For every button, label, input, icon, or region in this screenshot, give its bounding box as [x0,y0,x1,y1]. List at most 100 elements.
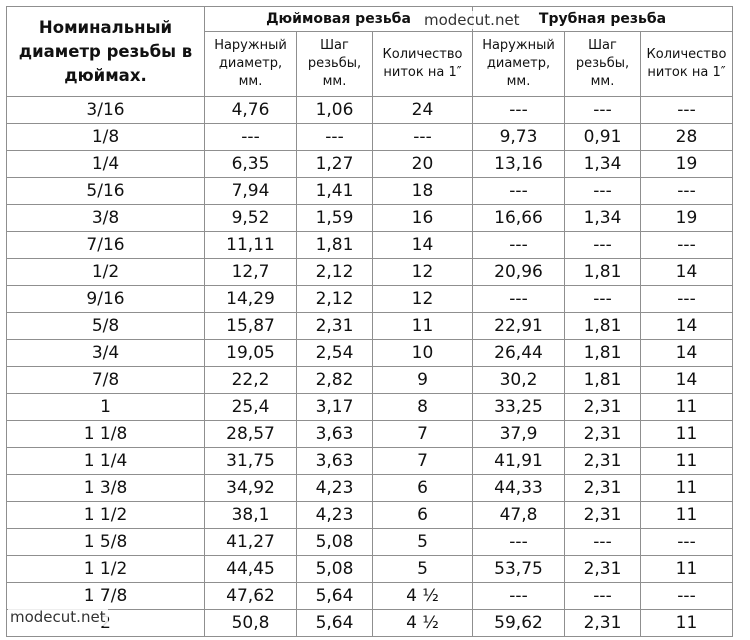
table-row: 9/16 14,29 2,12 12 --- --- --- [6,285,733,313]
cell-inch-outer-diameter: 7,94 [204,177,297,205]
cell-pipe-pitch: 0,91 [564,123,641,151]
cell-inch-pitch: 3,63 [296,447,373,475]
cell-inch-threads-per-inch: 6 [372,474,473,502]
cell-pipe-threads-per-inch: --- [640,285,733,313]
cell-pipe-pitch: 2,31 [564,474,641,502]
cell-inch-pitch: --- [296,123,373,151]
cell-pipe-threads-per-inch: 19 [640,150,733,178]
cell-inch-pitch: 5,64 [296,609,373,637]
cell-nominal-size: 7/16 [6,231,205,259]
cell-inch-threads-per-inch: 5 [372,555,473,583]
cell-pipe-threads-per-inch: 11 [640,393,733,421]
table-row: 1/4 6,35 1,27 20 13,16 1,34 19 [6,150,733,178]
cell-inch-outer-diameter: 11,11 [204,231,297,259]
cell-nominal-size: 1 1/4 [6,447,205,475]
cell-nominal-size: 1 1/8 [6,420,205,448]
cell-pipe-outer-diameter: --- [472,285,565,313]
cell-nominal-size: 1 7/8 [6,582,205,610]
table-row: 3/4 19,05 2,54 10 26,44 1,81 14 [6,339,733,367]
cell-inch-threads-per-inch: 7 [372,420,473,448]
table-row: 5/8 15,87 2,31 11 22,91 1,81 14 [6,312,733,340]
cell-nominal-size: 1 5/8 [6,528,205,556]
cell-pipe-pitch: 2,31 [564,393,641,421]
cell-pipe-threads-per-inch: 19 [640,204,733,232]
table-row: 1 1/4 31,75 3,63 7 41,91 2,31 11 [6,447,733,475]
cell-inch-pitch: 1,27 [296,150,373,178]
cell-inch-threads-per-inch: 4 ½ [372,582,473,610]
table-row: 3/16 4,76 1,06 24 --- --- --- [6,96,733,124]
cell-pipe-threads-per-inch: 28 [640,123,733,151]
header-pipe-threads-per-inch: Количество ниток на 1″ [640,31,733,97]
cell-inch-pitch: 2,12 [296,258,373,286]
cell-nominal-size: 5/8 [6,312,205,340]
cell-inch-pitch: 5,08 [296,555,373,583]
cell-pipe-outer-diameter: 9,73 [472,123,565,151]
cell-inch-threads-per-inch: 20 [372,150,473,178]
header-inch-thread-label: Дюймовая резьба [266,11,411,27]
cell-pipe-pitch: --- [564,528,641,556]
cell-pipe-outer-diameter: 22,91 [472,312,565,340]
cell-nominal-size: 7/8 [6,366,205,394]
thread-table: Номинальный диаметр резьбы в дюймах. Дюй… [6,6,733,637]
table-body: 3/16 4,76 1,06 24 --- --- --- 1/8 --- --- --- 9,73 0… [6,96,733,637]
cell-inch-threads-per-inch: 4 ½ [372,609,473,637]
cell-pipe-pitch: 1,34 [564,150,641,178]
header-inch-threads-per-inch: Количество ниток на 1″ [372,31,473,97]
cell-nominal-size: 1 1/2 [6,501,205,529]
table-row: 7/16 11,11 1,81 14 --- --- --- [6,231,733,259]
cell-pipe-pitch: 1,81 [564,258,641,286]
cell-nominal-size: 1/8 [6,123,205,151]
cell-pipe-pitch: 1,34 [564,204,641,232]
cell-pipe-threads-per-inch: --- [640,96,733,124]
cell-pipe-threads-per-inch: 14 [640,258,733,286]
cell-inch-threads-per-inch: 10 [372,339,473,367]
watermark-footer: modecut.net [8,608,108,626]
cell-nominal-size: 3/8 [6,204,205,232]
cell-inch-outer-diameter: 31,75 [204,447,297,475]
cell-pipe-threads-per-inch: 11 [640,555,733,583]
cell-pipe-threads-per-inch: 11 [640,474,733,502]
cell-inch-threads-per-inch: 16 [372,204,473,232]
cell-inch-pitch: 1,06 [296,96,373,124]
cell-pipe-pitch: 1,81 [564,366,641,394]
cell-inch-outer-diameter: 41,27 [204,528,297,556]
cell-pipe-threads-per-inch: 11 [640,609,733,637]
cell-inch-outer-diameter: 28,57 [204,420,297,448]
cell-pipe-outer-diameter: 20,96 [472,258,565,286]
cell-pipe-threads-per-inch: --- [640,231,733,259]
cell-pipe-outer-diameter: 30,2 [472,366,565,394]
cell-pipe-pitch: --- [564,285,641,313]
cell-pipe-outer-diameter: 16,66 [472,204,565,232]
cell-inch-threads-per-inch: 7 [372,447,473,475]
table-row: 3/8 9,52 1,59 16 16,66 1,34 19 [6,204,733,232]
cell-pipe-threads-per-inch: 11 [640,501,733,529]
cell-pipe-threads-per-inch: 14 [640,339,733,367]
cell-inch-outer-diameter: 15,87 [204,312,297,340]
cell-inch-threads-per-inch: 18 [372,177,473,205]
cell-inch-pitch: 3,63 [296,420,373,448]
cell-pipe-pitch: 1,81 [564,312,641,340]
cell-inch-threads-per-inch: 6 [372,501,473,529]
cell-inch-pitch: 2,12 [296,285,373,313]
cell-pipe-outer-diameter: --- [472,528,565,556]
cell-inch-pitch: 1,59 [296,204,373,232]
cell-nominal-size: 1/4 [6,150,205,178]
cell-pipe-outer-diameter: 44,33 [472,474,565,502]
header-inch-outer-diameter: Наружный диаметр, мм. [204,31,297,97]
cell-inch-outer-diameter: 9,52 [204,204,297,232]
cell-pipe-outer-diameter: 59,62 [472,609,565,637]
cell-pipe-outer-diameter: 41,91 [472,447,565,475]
cell-pipe-outer-diameter: 13,16 [472,150,565,178]
cell-pipe-pitch: --- [564,231,641,259]
table-row: 1/2 12,7 2,12 12 20,96 1,81 14 [6,258,733,286]
table-row: 1 5/8 41,27 5,08 5 --- --- --- [6,528,733,556]
cell-pipe-pitch: 2,31 [564,447,641,475]
table-row: 1 7/8 47,62 5,64 4 ½ --- --- --- [6,582,733,610]
cell-pipe-threads-per-inch: 14 [640,366,733,394]
cell-pipe-outer-diameter: --- [472,177,565,205]
table-row: 7/8 22,2 2,82 9 30,2 1,81 14 [6,366,733,394]
cell-inch-threads-per-inch: 8 [372,393,473,421]
header-nominal-diameter: Номинальный диаметр резьбы в дюймах. [6,6,205,97]
cell-pipe-pitch: 2,31 [564,609,641,637]
